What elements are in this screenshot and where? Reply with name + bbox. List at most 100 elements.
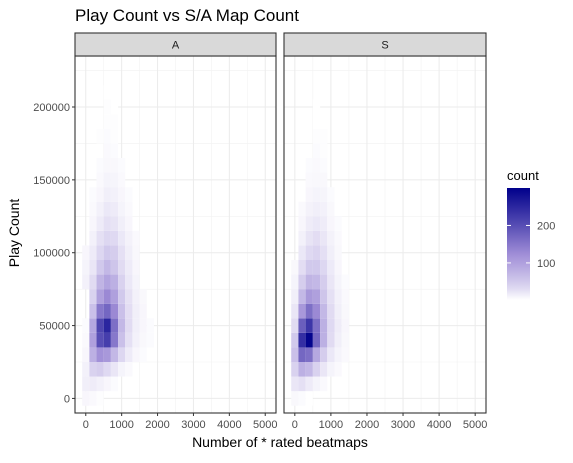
heatmap-cell [320,143,328,158]
heatmap-cell [103,85,111,100]
heatmap-cell [82,332,90,348]
heatmap-cell [125,318,133,333]
heatmap-cell [89,303,97,319]
heatmap-cell [96,303,104,319]
heatmap-cell [96,187,104,202]
heatmap-cell [89,260,97,275]
heatmap-cell [327,289,335,304]
heatmap-cell [305,332,313,348]
legend: 100 200 [507,188,555,300]
x-tick-label: 1000 [109,419,133,431]
heatmap-cell [327,201,335,217]
heatmap-cell [110,245,119,260]
heatmap-cell [291,376,299,392]
heatmap-cell [125,187,133,202]
heatmap-cell [334,303,342,319]
heatmap-cell [96,245,104,260]
y-tick-label: 100000 [33,248,70,260]
heatmap-cell [89,201,97,217]
y-tick-label: 200000 [33,102,70,114]
heatmap-cell [312,303,321,319]
panel-s: S 0 1000 2000 3000 4000 5000 [283,32,487,431]
heatmap-cell [96,289,104,304]
heatmap-cell [320,347,328,362]
x-tick-label: 2000 [145,419,169,431]
heatmap-cell [298,332,306,348]
heatmap-cell [334,362,342,377]
heatmap-cell [89,347,97,362]
heatmap-cell [298,230,306,246]
heatmap-bins [291,99,349,406]
heatmap-cell [327,260,335,275]
x-tick-label: 0 [83,419,89,431]
heatmap-cell [298,289,306,304]
heatmap-cell [132,332,140,348]
heatmap-cell [103,318,111,333]
heatmap-cell [334,318,342,333]
heatmap-cell [118,274,126,290]
heatmap-cell [305,260,313,275]
heatmap-cell [118,362,126,377]
heatmap-cell [118,347,126,362]
heatmap-cell [327,347,335,362]
heatmap-cell [312,347,321,362]
y-tick-label: 50000 [39,321,70,333]
heatmap-cell [146,318,154,333]
panel-a: A0 1000 2000 3000 4000 5000050000100000150000… [33,32,277,431]
x-tick-label: 3000 [181,419,205,431]
heatmap-cell [110,158,119,173]
heatmap-cell [312,99,321,115]
y-tick-label: 0 [64,393,70,405]
heatmap-cell [110,114,119,129]
heatmap-cell [334,245,342,260]
heatmap-cell [82,391,90,406]
heatmap-cell [82,347,90,362]
x-tick-label: 5000 [253,419,277,431]
heatmap-cell [110,230,119,246]
heatmap-cell [89,376,97,392]
heatmap-cell [110,201,119,217]
heatmap-cell [118,332,126,348]
heatmap-cell [89,391,97,406]
heatmap-cell [291,274,299,290]
heatmap-cell [110,172,119,188]
heatmap-cell [341,274,349,290]
heatmap-cell [103,289,111,304]
heatmap-cell [125,216,133,231]
heatmap-cell [96,318,104,333]
legend-tick-label: 100 [537,258,555,270]
heatmap-cell [320,362,328,377]
x-tick-label: 3000 [391,419,415,431]
heatmap-cell [118,289,126,304]
heatmap-cell [103,376,111,392]
heatmap-cell [320,376,328,392]
heatmap-cell [103,347,111,362]
heatmap-cell [305,376,313,392]
heatmap-cell [312,376,321,392]
heatmap-cell [132,274,140,290]
heatmap-cell [320,128,328,144]
heatmap-cell [291,332,299,348]
heatmap-cell [103,99,111,115]
x-tick-label: 2000 [355,419,379,431]
heatmap-cell [305,289,313,304]
heatmap-cell [312,143,321,158]
heatmap-cell [291,303,299,319]
heatmap-cell [132,347,140,362]
heatmap-cell [320,158,328,173]
heatmap-cell [118,318,126,333]
heatmap-cell [305,303,313,319]
facet-strip [283,32,487,57]
heatmap-cell [132,318,140,333]
heatmap-cell [96,230,104,246]
heatmap-cell [320,172,328,188]
heatmap-cell [96,347,104,362]
legend-tick-label: 200 [537,220,555,232]
heatmap-cell [110,376,119,392]
heatmap-cell [312,332,321,348]
heatmap-cell [96,391,104,406]
heatmap-cell [320,230,328,246]
x-tick-label: 1000 [319,419,343,431]
